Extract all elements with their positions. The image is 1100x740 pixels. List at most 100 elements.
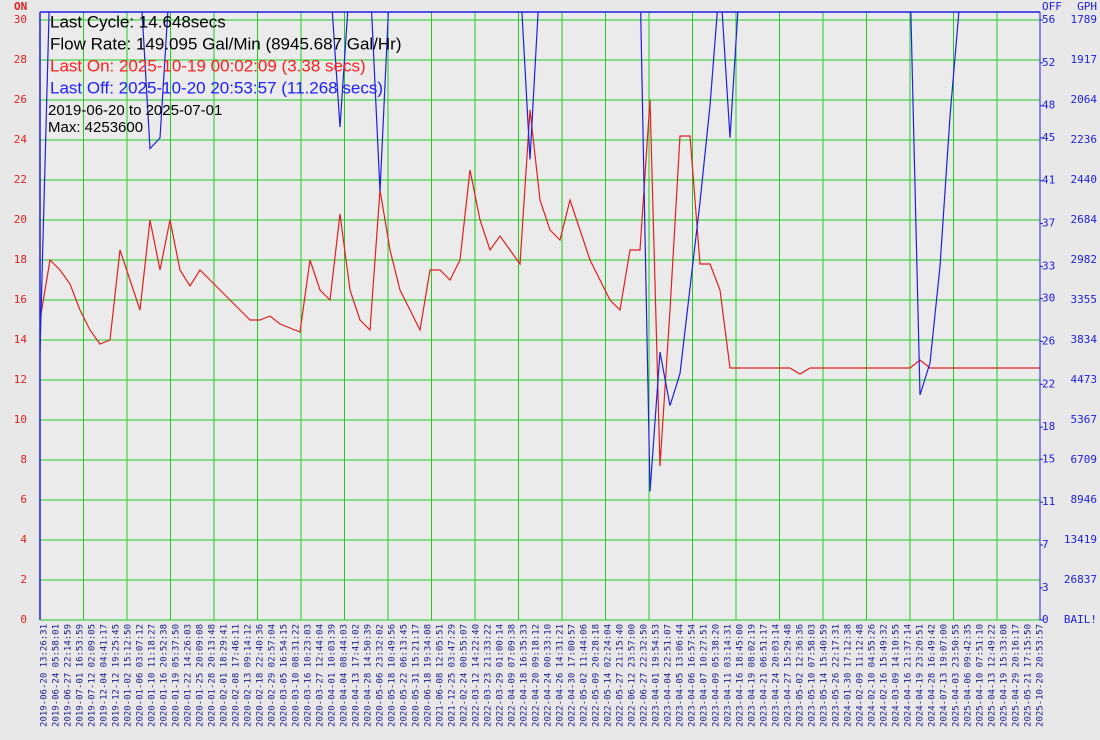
y2-tick-label: 45 xyxy=(1042,131,1055,144)
y2-tick-label: 48 xyxy=(1042,99,1055,112)
y-tick-label: 14 xyxy=(14,333,28,346)
annotation: 2019-06-20 to 2025-07-01 xyxy=(48,102,222,119)
y3-tick-label: 1917 xyxy=(1071,53,1098,66)
x-tick-label: 2022-03-23 21:33:22 xyxy=(484,624,494,727)
x-tick-label: 2023-05-14 15:40:59 xyxy=(820,624,830,727)
y2-tick-label: 3 xyxy=(1042,581,1049,594)
y-tick-label: 20 xyxy=(14,213,27,226)
y2-tick-label: 15 xyxy=(1042,452,1055,465)
y3-tick-label: 26837 xyxy=(1064,573,1097,586)
x-tick-label: 2020-05-06 23:32:02 xyxy=(376,624,386,727)
x-tick-label: 2020-01-06 03:07:12 xyxy=(136,624,146,727)
x-tick-label: 2022-05-02 11:44:06 xyxy=(580,624,590,727)
x-tick-label: 2023-04-11 03:14:31 xyxy=(724,624,734,727)
y3-tick-label: 2982 xyxy=(1071,253,1098,266)
y3-tick-label: 3834 xyxy=(1071,333,1098,346)
x-tick-label: 2023-04-24 20:03:14 xyxy=(772,624,782,727)
x-tick-label: 2024-04-28 16:49:42 xyxy=(928,624,938,727)
x-tick-label: 2022-04-20 09:18:12 xyxy=(532,624,542,727)
x-tick-label: 2023-04-05 13:06:44 xyxy=(676,624,686,727)
x-tick-label: 2019-12-12 19:25:45 xyxy=(112,624,122,727)
x-tick-label: 2023-04-21 06:51:17 xyxy=(760,624,770,727)
x-tick-label: 2023-05-26 22:17:31 xyxy=(832,624,842,727)
x-tick-label: 2023-04-04 22:51:07 xyxy=(664,624,674,727)
x-tick-label: 2022-05-14 02:24:04 xyxy=(604,624,614,727)
y3-tick-label: 5367 xyxy=(1071,413,1098,426)
x-tick-label: 2020-04-01 10:03:39 xyxy=(328,624,338,727)
x-tick-label: 2023-04-27 15:29:48 xyxy=(784,624,794,727)
x-tick-label: 2025-04-19 15:33:08 xyxy=(1000,624,1010,727)
y-tick-label: 10 xyxy=(14,413,27,426)
labels: 0246810121416182022242628300371115182226… xyxy=(14,12,1098,726)
x-tick-label: 2020-01-16 20:52:38 xyxy=(160,624,170,727)
y2-tick-label: 56 xyxy=(1042,13,1055,26)
x-tick-label: 2020-04-13 17:41:02 xyxy=(352,624,362,727)
annotation: Max: 4253600 xyxy=(48,119,143,136)
annotation: Last On: 2025-10-19 00:02:09 (3.38 secs) xyxy=(50,56,366,75)
x-tick-label: 2022-06-12 23:57:00 xyxy=(628,624,638,727)
y-tick-label: 4 xyxy=(20,533,27,546)
y3-tick-label: 8946 xyxy=(1071,493,1098,506)
y-tick-label: 8 xyxy=(20,453,27,466)
y2-tick-label: 33 xyxy=(1042,259,1055,272)
x-tick-label: 2020-02-01 18:29:41 xyxy=(220,624,230,727)
x-tick-label: 2020-04-04 08:44:03 xyxy=(340,624,350,727)
y3-tick-label: 2236 xyxy=(1071,133,1098,146)
plot-area xyxy=(40,12,1040,620)
x-tick-label: 2025-10-20 20:53:57 xyxy=(1036,624,1046,727)
x-tick-label: 2023-04-16 18:45:00 xyxy=(736,624,746,727)
x-tick-label: 2022-03-12 14:22:40 xyxy=(472,624,482,727)
x-tick-label: 2020-01-25 20:09:08 xyxy=(196,624,206,727)
x-tick-label: 2024-02-10 04:55:26 xyxy=(868,624,878,727)
y3-tick-label: 2684 xyxy=(1071,213,1098,226)
y2-tick-label: 41 xyxy=(1042,174,1055,187)
y2-tick-label: 52 xyxy=(1042,56,1055,69)
x-tick-label: 2024-04-19 23:20:51 xyxy=(916,624,926,727)
x-tick-label: 2023-04-19 08:02:19 xyxy=(748,624,758,727)
y-tick-label: 16 xyxy=(14,293,27,306)
y2-tick-label: 7 xyxy=(1042,538,1049,551)
x-tick-label: 2025-04-03 23:50:55 xyxy=(952,624,962,727)
x-tick-label: 2021-06-08 12:05:51 xyxy=(436,624,446,727)
x-tick-label: 2019-07-12 02:09:05 xyxy=(88,624,98,727)
y3-tick-label: 4473 xyxy=(1071,373,1098,386)
x-tick-label: 2024-04-16 21:37:14 xyxy=(904,624,914,727)
x-tick-label: 2020-01-22 14:26:03 xyxy=(184,624,194,727)
x-tick-label: 2022-05-27 21:15:40 xyxy=(616,624,626,727)
x-tick-label: 2020-03-05 16:54:15 xyxy=(280,624,290,727)
annotation: Flow Rate: 149.095 Gal/Min (8945.687 Gal… xyxy=(50,34,402,53)
x-tick-label: 2024-03-09 14:10:55 xyxy=(892,624,902,727)
y-tick-label: 22 xyxy=(14,173,27,186)
y-tick-label: 6 xyxy=(20,493,27,506)
x-tick-label: 2023-04-09 05:38:20 xyxy=(712,624,722,727)
x-tick-label: 2019-06-24 05:58:01 xyxy=(52,624,62,727)
x-tick-label: 2023-05-02 12:36:36 xyxy=(796,624,806,727)
x-tick-label: 2020-01-28 20:13:48 xyxy=(208,624,218,727)
x-tick-label: 2020-03-16 10:23:03 xyxy=(304,624,314,727)
series-line xyxy=(40,99,1040,467)
x-tick-label: 2021-12-25 03:47:29 xyxy=(448,624,458,727)
x-tick-label: 2024-01-30 17:12:38 xyxy=(844,624,854,727)
x-tick-label: 2020-05-22 06:13:45 xyxy=(400,624,410,727)
y-tick-label: 24 xyxy=(14,133,28,146)
x-tick-label: 2022-04-18 16:35:33 xyxy=(520,624,530,727)
y3-tick-label: 2440 xyxy=(1071,173,1098,186)
x-tick-label: 2022-04-26 14:31:21 xyxy=(556,624,566,727)
x-tick-label: 2020-06-18 19:34:08 xyxy=(424,624,434,727)
x-tick-label: 2019-06-20 13:26:31 xyxy=(40,624,50,727)
x-tick-label: 2020-01-02 15:12:50 xyxy=(124,624,134,727)
x-tick-label: 2020-03-10 08:31:22 xyxy=(292,624,302,727)
x-tick-label: 2023-04-06 16:57:54 xyxy=(688,624,698,727)
x-tick-label: 2020-02-29 02:57:04 xyxy=(268,624,278,727)
x-tick-label: 2020-04-28 14:50:39 xyxy=(364,624,374,727)
x-tick-label: 2022-04-30 17:00:57 xyxy=(568,624,578,727)
y-tick-label: 12 xyxy=(14,373,27,386)
y3-tick-label: 3355 xyxy=(1071,293,1098,306)
x-tick-label: 2024-02-09 11:12:48 xyxy=(856,624,866,727)
y2-tick-label: 18 xyxy=(1042,420,1055,433)
y-tick-label: 28 xyxy=(14,53,27,66)
y2-tick-label: 30 xyxy=(1042,292,1055,305)
y3-tick-label: 2064 xyxy=(1071,93,1098,106)
